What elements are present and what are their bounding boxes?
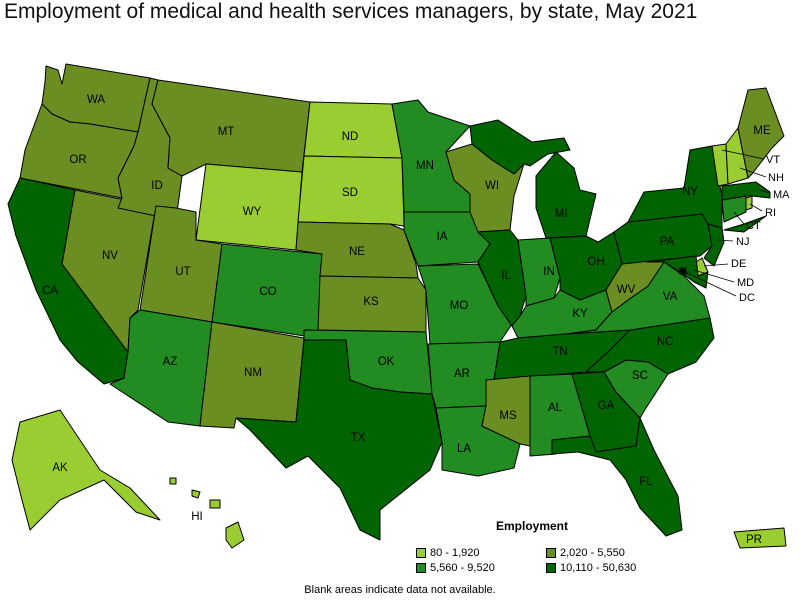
state-tx[interactable] [235,339,443,541]
leader-dc [682,270,737,297]
label-co: CO [259,286,276,298]
label-wv: WV [617,284,636,296]
label-dc: DC [739,292,755,304]
label-de: DE [731,258,746,270]
label-al: AL [548,402,563,414]
label-il: IL [501,270,511,282]
label-az: AZ [163,356,178,368]
leader-ma [759,189,771,194]
label-nm: NM [244,367,262,379]
map-title: Employment of medical and health service… [4,0,698,23]
label-nj: NJ [736,236,749,248]
legend-item-3: 5,560 - 9,520 [416,562,495,574]
state-nd[interactable] [303,101,403,159]
leader-md [693,269,735,283]
label-tn: TN [552,346,567,358]
state-ak[interactable] [11,409,161,531]
state-fl[interactable] [551,417,683,537]
label-ut: UT [175,266,190,278]
legend-item-4: 10,110 - 50,630 [546,562,636,574]
label-hi: HI [191,511,203,523]
legend-item-2: 2,020 - 5,550 [546,547,625,559]
state-sd[interactable] [297,155,405,227]
label-ar: AR [454,368,470,380]
label-ri: RI [765,207,776,219]
label-ga: GA [598,400,615,412]
leader-vt [721,149,765,160]
label-oh: OH [587,256,604,268]
label-md: MD [737,277,754,289]
label-sd: SD [342,187,358,199]
leader-nh [739,167,767,178]
dc-marker [680,268,686,274]
state-ma[interactable] [721,181,771,201]
label-sc: SC [632,370,648,382]
legend-swatch-3 [416,563,426,573]
label-wa: WA [87,94,105,106]
label-mi: MI [555,208,568,220]
label-fl: FL [639,476,653,488]
footnote: Blank areas indicate data not available. [304,584,496,596]
state-hi[interactable] [169,477,245,549]
state-ks[interactable] [317,275,427,333]
label-ak: AK [52,462,68,474]
label-nd: ND [342,131,359,143]
leader-de [703,263,729,267]
legend-swatch-4 [546,563,556,573]
leader-ri [749,203,763,212]
label-ny: NY [682,186,698,198]
label-wi: WI [485,180,499,192]
state-md[interactable] [647,255,709,289]
legend-label-4: 10,110 - 50,630 [560,562,637,574]
legend-label-2: 2,020 - 5,550 [560,547,625,559]
label-pr: PR [746,534,762,546]
state-mi[interactable] [469,119,597,239]
label-ky: KY [572,308,588,320]
state-ri[interactable] [745,195,753,211]
label-ne: NE [349,246,365,258]
state-pr[interactable] [733,527,787,549]
legend-swatch-1 [416,548,426,558]
label-ia: IA [437,231,448,243]
state-labels: WA OR CA NV ID MT WY UT AZ CO NM ND SD N… [42,94,790,546]
label-vt: VT [766,154,780,166]
label-la: LA [457,443,471,455]
legend-title: Employment [496,519,569,533]
legend-item-1: 80 - 1,920 [416,547,480,559]
leader-ct [733,211,745,225]
label-me: ME [753,125,771,137]
label-ma: MA [773,189,790,201]
label-nh: NH [768,172,784,184]
state-nc[interactable] [585,317,715,375]
label-pa: PA [660,236,675,248]
label-or: OR [69,154,86,166]
label-ms: MS [499,410,517,422]
leader-nj [717,239,734,242]
label-nc: NC [657,336,674,348]
legend-swatch-2 [546,548,556,558]
legend-label-3: 5,560 - 9,520 [430,562,495,574]
label-tx: TX [351,432,366,444]
label-mt: MT [218,126,235,138]
state-nj[interactable] [703,223,725,267]
label-mo: MO [450,300,469,312]
label-id: ID [151,180,163,192]
label-in: IN [543,266,555,278]
label-ca: CA [42,285,58,297]
label-ct: CT [746,220,761,232]
label-va: VA [663,291,678,303]
label-ks: KS [363,296,379,308]
label-mn: MN [416,160,434,172]
label-ok: OK [378,356,395,368]
legend-label-1: 80 - 1,920 [430,547,480,559]
label-wy: WY [243,206,262,218]
states-layer [7,63,787,549]
label-nv: NV [102,250,118,262]
